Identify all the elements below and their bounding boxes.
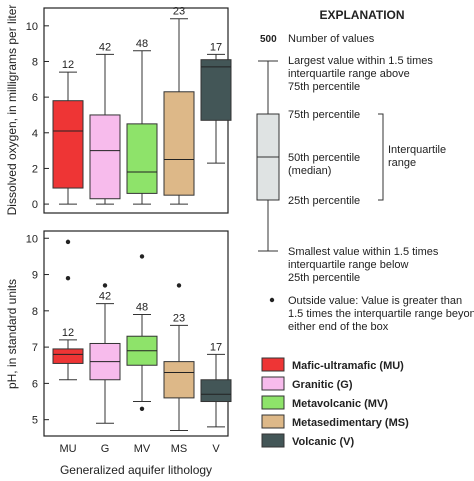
ph-outlier-point — [139, 406, 145, 411]
ph-y-tick-label: 9 — [32, 270, 38, 282]
ph-box-ms: 23 — [163, 283, 195, 432]
legend-label: Metavolcanic (MV) — [292, 398, 388, 410]
do-y-axis-label: Dissolved oxygen, in milligrams per lite… — [5, 5, 19, 216]
ph-count-label: 48 — [136, 301, 148, 313]
do-box-iqr — [52, 100, 84, 189]
do-box-ms: 23 — [163, 6, 195, 205]
do-box-iqr — [126, 123, 158, 194]
explanation-title: EXPLANATION — [319, 8, 404, 22]
legend-label: Metasedimentary (MS) — [292, 417, 409, 429]
ph-count-label: 42 — [99, 291, 111, 303]
outside-value-label: Outside value: Value is greater than 1.5… — [288, 295, 474, 333]
ph-outlier-point — [65, 239, 71, 245]
do-y-ticks: 0 2 4 6 8 10 — [26, 21, 49, 211]
legend-swatch — [261, 433, 285, 448]
ph-count-label: 17 — [210, 341, 222, 353]
do-box-iqr — [200, 59, 232, 121]
ph-y-axis-label: pH, in standard units — [5, 279, 19, 389]
do-y-tick-label: 2 — [32, 163, 38, 175]
legend-label: Mafic-ultramafic (MU) — [292, 360, 404, 372]
ph-outlier-point — [176, 283, 182, 288]
ph-box-g: 42 — [89, 283, 121, 424]
iqr-label: Interquartile range — [388, 144, 449, 169]
x-category-label: V — [212, 443, 220, 455]
ph-y-tick-label: 8 — [32, 306, 38, 318]
do-count-label: 42 — [99, 41, 111, 53]
do-y-tick-label: 8 — [32, 56, 38, 68]
iqr-bracket — [378, 113, 384, 201]
do-box-mv: 48 — [126, 38, 158, 205]
do-box-iqr — [89, 114, 121, 200]
ph-y-tick-label: 10 — [26, 233, 38, 245]
smallest-value-label: Smallest value within 1.5 times interqua… — [288, 246, 441, 284]
legend-swatch — [261, 395, 285, 410]
do-y-tick-label: 4 — [32, 128, 38, 140]
ph-boxes: 12 42 48 23 17 — [52, 239, 232, 432]
ph-y-tick-label: 5 — [32, 415, 38, 427]
legend-swatch — [261, 376, 285, 391]
lithology-legend: Mafic-ultramafic (MU) Granitic (G) Metavol… — [261, 357, 409, 448]
x-category-label: G — [101, 443, 110, 455]
x-category-label: MV — [134, 443, 151, 455]
legend-label: Granitic (G) — [292, 379, 353, 391]
ph-box-v: 17 — [200, 341, 232, 428]
x-category-label: MS — [171, 443, 188, 455]
ph-box-iqr — [52, 348, 84, 364]
do-y-tick-label: 0 — [32, 199, 38, 211]
explanation-key: EXPLANATION 500 Number of values Largest… — [256, 8, 474, 333]
count-label: Number of values — [288, 33, 375, 45]
ph-box-mv: 48 — [126, 254, 158, 411]
p25-label: 25th percentile — [288, 195, 360, 207]
ph-box-iqr — [163, 361, 195, 399]
ph-y-ticks: 5 6 7 8 9 10 — [26, 233, 49, 427]
legend-label: Volcanic (V) — [292, 436, 354, 448]
ph-outlier-point — [65, 275, 71, 281]
ph-count-label: 23 — [173, 312, 185, 324]
ph-box-mu: 12 — [52, 239, 84, 381]
ph-box-iqr — [200, 379, 232, 403]
ph-outlier-point — [139, 254, 145, 259]
do-count-label: 12 — [62, 59, 74, 71]
largest-value-label: Largest value within 1.5 times interquar… — [288, 55, 436, 93]
count-example: 500 — [260, 34, 277, 45]
do-count-label: 23 — [173, 6, 185, 18]
outside-value-dot-icon — [269, 297, 275, 303]
do-box-v: 17 — [200, 41, 232, 164]
ph-plot: pH, in standard units 5 6 7 8 9 10 12 42 48 23 17… — [5, 230, 232, 477]
x-category-label: MU — [59, 443, 76, 455]
ph-y-tick-label: 7 — [32, 342, 38, 354]
median-label: 50th percentile (median) — [288, 152, 363, 177]
ph-y-tick-label: 6 — [32, 378, 38, 390]
do-y-tick-label: 6 — [32, 92, 38, 104]
dissolved-oxygen-plot: Dissolved oxygen, in milligrams per lite… — [5, 5, 232, 216]
ph-outlier-point — [102, 283, 108, 288]
p75-label: 75th percentile — [288, 109, 360, 121]
ph-count-label: 12 — [62, 327, 74, 339]
do-boxes: 12 42 48 23 17 — [52, 6, 232, 205]
do-box-g: 42 — [89, 41, 121, 205]
do-box-mu: 12 — [52, 59, 84, 205]
ph-plot-frame — [43, 230, 229, 437]
x-axis-label: Generalized aquifer lithology — [60, 463, 212, 477]
do-count-label: 17 — [210, 41, 222, 53]
do-box-iqr — [163, 91, 195, 196]
do-count-label: 48 — [136, 38, 148, 50]
legend-swatch — [261, 357, 285, 372]
legend-swatch — [261, 414, 285, 429]
x-category-labels: MU G MV MS V — [59, 443, 220, 455]
do-y-tick-label: 10 — [26, 21, 38, 33]
